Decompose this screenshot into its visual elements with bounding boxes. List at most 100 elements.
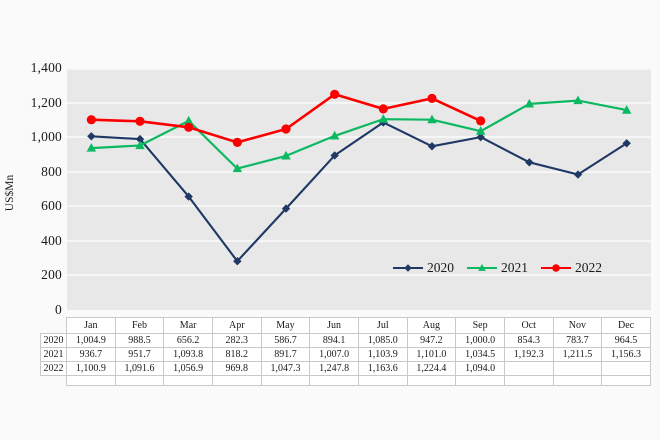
value-cell: 951.7 — [114, 347, 165, 362]
diamond-marker — [525, 158, 534, 167]
empty-cell — [163, 375, 213, 386]
month-header-cell: Nov — [552, 317, 603, 334]
legend-label: 2021 — [501, 260, 528, 275]
value-cell: 1,247.8 — [309, 361, 359, 376]
empty-cell — [114, 375, 165, 386]
diamond-marker — [330, 151, 339, 160]
empty-cell — [455, 375, 505, 386]
legend-key-triangle-icon — [467, 264, 497, 271]
month-header-cell: Jul — [357, 317, 408, 334]
series-line-2022 — [91, 92, 482, 144]
value-cell — [503, 361, 554, 376]
table-header-row: Jan Feb Mar Apr May Jun Jul Aug Sep Oct Nov Dec — [41, 317, 651, 334]
circle-marker — [135, 116, 145, 126]
value-cell — [601, 361, 651, 376]
circle-marker — [330, 89, 340, 99]
table-corner-cell — [41, 376, 67, 386]
legend-label: 2020 — [427, 260, 454, 275]
circle-marker — [552, 264, 560, 272]
table-row-2021: 2021 936.7 951.7 1,093.8 818.2 891.7 1,007.0 1,… — [40, 347, 651, 362]
diamond-marker — [87, 132, 96, 141]
gridline — [67, 239, 651, 242]
month-header-cell: Apr — [211, 317, 262, 334]
month-header-cell: Feb — [114, 317, 165, 334]
legend-item-2021: 2021 — [467, 260, 528, 276]
diamond-marker — [184, 192, 193, 201]
empty-cell — [406, 375, 457, 386]
triangle-marker — [524, 98, 535, 108]
value-cell: 1,056.9 — [163, 361, 213, 376]
year-label-cell: 2022 — [40, 361, 67, 376]
value-cell: 1,192.3 — [503, 347, 554, 362]
diamond-marker — [622, 139, 631, 148]
circle-marker — [184, 122, 194, 132]
empty-cell — [357, 375, 408, 386]
year-label-cell: 2021 — [40, 347, 67, 362]
triangle-marker — [427, 114, 437, 124]
gridline — [67, 170, 651, 173]
month-header-cell: Dec — [601, 317, 651, 334]
table-corner-cell — [41, 318, 67, 334]
value-cell: 1,224.4 — [406, 361, 457, 376]
triangle-marker — [573, 95, 583, 105]
gridline — [67, 274, 651, 277]
series-line-2020 — [91, 121, 628, 263]
empty-cell — [66, 375, 116, 386]
value-cell: 282.3 — [211, 333, 262, 348]
diamond-marker — [427, 142, 437, 151]
month-header-cell: May — [260, 317, 311, 334]
value-cell: 783.7 — [552, 333, 603, 348]
series-lines — [86, 89, 632, 266]
month-header-cell: Jan — [66, 317, 116, 334]
circle-marker — [281, 124, 291, 134]
y-tick-label: 1,000 — [30, 129, 62, 145]
empty-cell — [552, 375, 603, 386]
value-cell: 1,101.0 — [406, 347, 457, 362]
series-line-2021 — [91, 99, 627, 170]
legend-item-2020: 2020 — [393, 260, 454, 276]
y-tick-label: 600 — [41, 198, 62, 214]
empty-cell — [503, 375, 554, 386]
value-cell: 1,091.6 — [114, 361, 165, 376]
value-cell: 891.7 — [260, 347, 311, 362]
value-cell: 656.2 — [163, 333, 213, 348]
triangle-marker — [86, 143, 97, 152]
empty-cell — [309, 375, 359, 386]
value-cell: 1,085.0 — [357, 333, 408, 348]
legend-label: 2022 — [575, 260, 602, 275]
diamond-marker — [573, 170, 583, 179]
y-tick-label: 400 — [41, 232, 62, 248]
value-cell: 1,000.0 — [455, 333, 505, 348]
empty-cell — [260, 375, 311, 386]
plot-area: 2020 2021 2022 — [67, 68, 651, 310]
value-cell — [552, 361, 603, 376]
legend-item-2022: 2022 — [541, 260, 602, 276]
month-header-cell: Oct — [503, 317, 554, 334]
value-cell: 988.5 — [114, 333, 165, 348]
empty-cell — [601, 375, 651, 386]
value-cell: 1,211.5 — [552, 347, 603, 362]
empty-cell — [211, 375, 262, 386]
value-cell: 947.2 — [406, 333, 457, 348]
value-cell: 1,047.3 — [260, 361, 311, 376]
y-tick-label: 0 — [55, 302, 62, 317]
circle-marker — [427, 93, 437, 103]
triangle-marker — [183, 115, 194, 125]
table-footer-row — [41, 375, 651, 386]
legend: 2020 2021 2022 — [393, 260, 602, 276]
circle-marker — [378, 104, 388, 114]
diamond-marker — [135, 134, 145, 144]
value-cell: 586.7 — [260, 333, 311, 348]
diamond-marker — [281, 204, 291, 213]
triangle-marker — [135, 140, 145, 150]
triangle-marker — [232, 163, 243, 173]
value-cell: 1,100.9 — [66, 361, 116, 376]
y-tick-label: 1,200 — [30, 94, 62, 110]
value-cell: 894.1 — [309, 333, 359, 348]
gridline — [67, 68, 651, 70]
value-cell: 1,034.5 — [455, 347, 505, 362]
gridline — [67, 136, 651, 139]
value-cell: 1,007.0 — [309, 347, 359, 362]
diamond-marker — [476, 132, 485, 142]
